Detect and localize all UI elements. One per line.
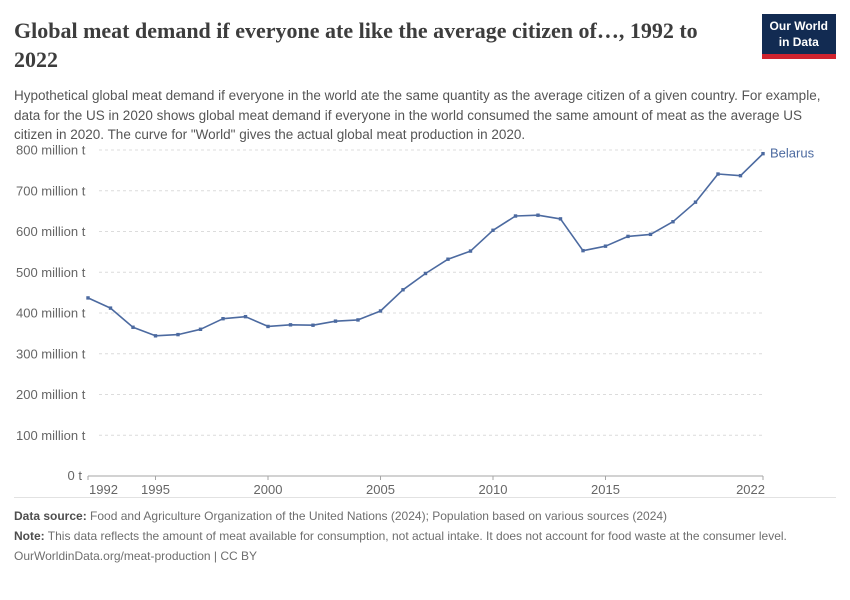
y-axis-label: 700 million t <box>16 183 86 198</box>
data-point-marker <box>86 296 90 300</box>
data-point-marker <box>536 213 540 217</box>
data-point-marker <box>693 200 698 204</box>
data-point-marker <box>131 325 135 329</box>
data-source-label: Data source: <box>14 509 87 523</box>
data-point-marker <box>603 244 608 248</box>
data-point-marker <box>243 314 248 319</box>
y-axis-label: 400 million t <box>16 306 86 321</box>
data-point-marker <box>446 257 450 261</box>
data-point-marker <box>626 234 630 239</box>
data-line <box>87 153 764 337</box>
owid-logo-line1: Our World <box>769 19 828 33</box>
y-axis-label: 200 million t <box>16 387 86 402</box>
meat-demand-line-chart: 0 t 100 million t 200 million t 300 million… <box>16 143 815 498</box>
chart-subtitle: Hypothetical global meat demand if every… <box>14 88 821 143</box>
data-point-marker <box>198 327 203 331</box>
data-point-marker <box>738 173 743 178</box>
data-point-marker <box>378 309 383 313</box>
x-axis-label: 2022 <box>736 482 765 497</box>
series-label: Belarus <box>770 146 815 161</box>
x-axis-label: 1995 <box>141 482 170 497</box>
data-point-marker <box>221 317 225 321</box>
note-line: Note: This data reflects the amount of m… <box>14 527 836 546</box>
data-point-marker <box>356 318 360 322</box>
y-axis-label: 100 million t <box>16 428 86 443</box>
data-point-marker <box>648 232 653 237</box>
data-point-marker <box>558 217 563 221</box>
data-point-marker <box>153 334 158 338</box>
data-point-marker <box>108 306 113 310</box>
data-source-text: Food and Agriculture Organization of the… <box>86 509 668 523</box>
page-title: Global meat demand if everyone ate like … <box>14 18 698 73</box>
data-point-marker <box>401 288 405 292</box>
data-source-line: Data source: Food and Agriculture Organi… <box>14 507 836 526</box>
y-axis-label: 600 million t <box>16 224 86 239</box>
data-point-marker <box>513 214 518 218</box>
data-point-marker <box>311 323 315 327</box>
chart-footer: Data source: Food and Agriculture Organi… <box>14 497 836 567</box>
x-axis-label: 2015 <box>591 482 620 497</box>
data-point-marker <box>423 271 428 276</box>
x-axis-label: 2010 <box>479 482 508 497</box>
data-point-marker <box>176 332 180 337</box>
x-axis-label: 2005 <box>366 482 395 497</box>
note-label: Note: <box>14 529 45 544</box>
data-point-marker <box>288 323 293 327</box>
data-point-marker <box>491 228 495 232</box>
data-point-marker <box>716 172 720 176</box>
data-point-marker <box>581 248 585 253</box>
owid-logo-line2: in Data <box>778 34 819 49</box>
data-point-marker <box>671 220 675 224</box>
x-axis-label: 2000 <box>254 482 283 497</box>
y-axis-label: 800 million t <box>16 143 86 158</box>
license-line: OurWorldinData.org/meat-production | CC … <box>14 549 257 564</box>
data-point-marker <box>468 249 473 253</box>
y-axis-label: 300 million t <box>16 346 86 361</box>
data-point-marker <box>761 151 765 156</box>
data-point-marker <box>266 324 270 329</box>
owid-logo: Our World in Data <box>761 14 836 60</box>
y-axis-label: 0 t <box>68 468 83 483</box>
note-text: This data reflects the amount of meat av… <box>44 529 787 544</box>
data-point-marker <box>333 319 338 323</box>
y-axis-label: 500 million t <box>16 265 86 280</box>
x-axis-label: 1992 <box>89 482 118 497</box>
